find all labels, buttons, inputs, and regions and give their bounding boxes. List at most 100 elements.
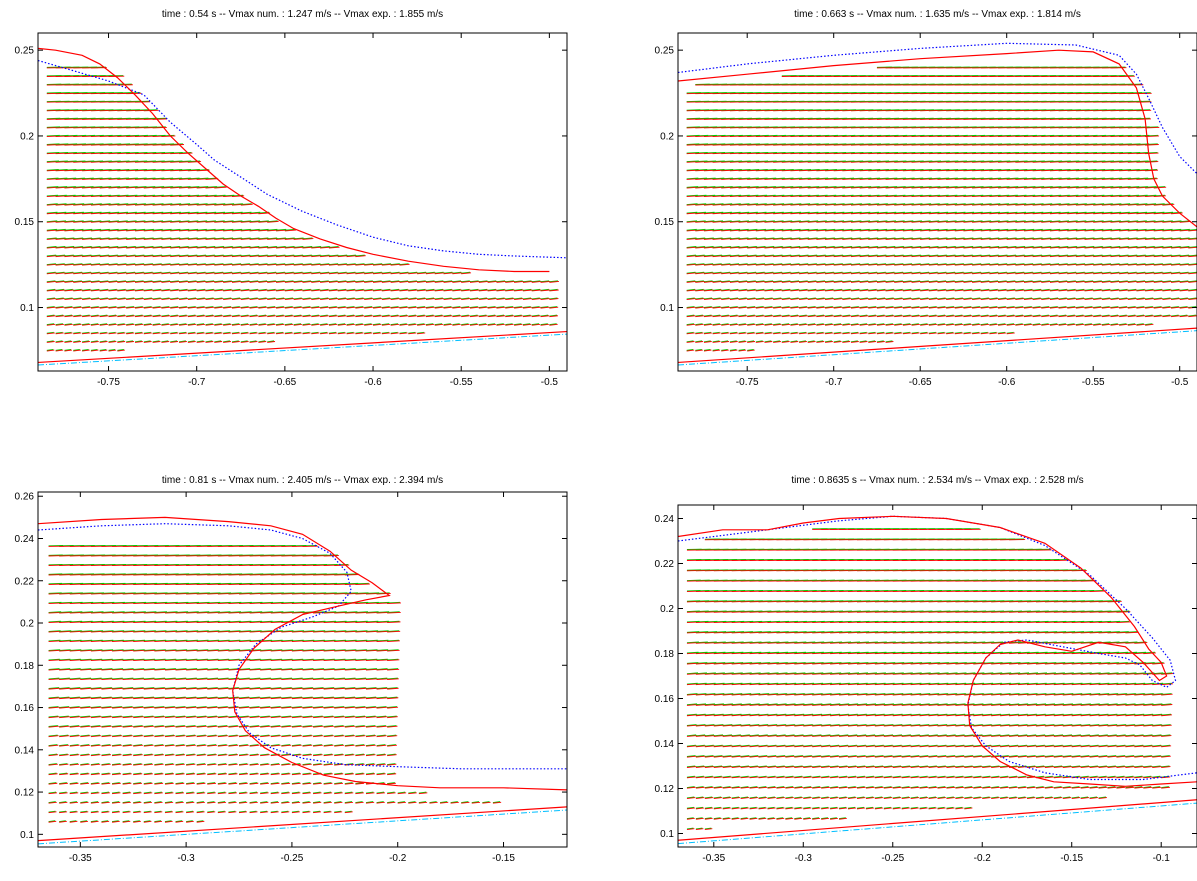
velocity-vector-exp xyxy=(799,211,810,214)
velocity-vector-num xyxy=(390,298,400,300)
velocity-vector-exp xyxy=(1006,331,1014,334)
velocity-vector-num xyxy=(434,298,444,300)
velocity-vector-num xyxy=(963,289,973,292)
velocity-vector-exp xyxy=(876,271,886,274)
velocity-vector-num xyxy=(337,323,347,326)
velocity-vector-exp xyxy=(816,237,827,240)
velocity-vector-exp xyxy=(781,186,794,188)
velocity-vector-num xyxy=(408,323,417,326)
velocity-vector-num xyxy=(267,306,277,309)
velocity-vector-num xyxy=(179,323,188,326)
velocity-vector-num xyxy=(364,298,374,300)
velocity-vector-exp xyxy=(214,280,223,283)
velocity-vector-num xyxy=(885,272,896,275)
velocity-vector-exp xyxy=(170,177,182,180)
velocity-vector-num xyxy=(90,315,100,318)
velocity-vector-exp xyxy=(1075,203,1087,206)
velocity-vector-exp xyxy=(249,237,260,240)
velocity-vector-num xyxy=(1075,289,1086,292)
velocity-vector-exp xyxy=(152,246,163,248)
velocity-vector-exp xyxy=(452,323,460,326)
velocity-vector-exp xyxy=(764,177,777,180)
y-tick-label: 0.1 xyxy=(20,303,34,314)
velocity-vector-num xyxy=(773,289,783,292)
velocity-vector-exp xyxy=(469,288,479,291)
velocity-vector-exp xyxy=(126,271,136,274)
velocity-vector-exp xyxy=(850,237,861,240)
velocity-vector-exp xyxy=(738,254,748,257)
velocity-vector-exp xyxy=(963,254,973,257)
velocity-vector-exp xyxy=(842,288,851,291)
velocity-vector-exp xyxy=(773,246,783,248)
velocity-vector-exp xyxy=(695,271,705,274)
velocity-vector-exp xyxy=(1101,263,1112,266)
velocity-vector-num xyxy=(276,263,287,266)
velocity-vector-exp xyxy=(799,331,807,334)
velocity-vector-exp xyxy=(1179,228,1190,231)
velocity-vector-exp xyxy=(807,211,819,214)
velocity-vector-num xyxy=(320,315,329,318)
velocity-vector-exp xyxy=(179,237,189,240)
velocity-vector-exp xyxy=(46,186,59,188)
velocity-vector-exp xyxy=(729,348,737,351)
velocity-vector-exp xyxy=(205,288,214,291)
velocity-vector-exp xyxy=(99,280,109,283)
velocity-vector-exp xyxy=(170,288,179,291)
velocity-vector-num xyxy=(738,272,749,275)
velocity-vector-exp xyxy=(755,169,768,171)
velocity-vector-num xyxy=(859,263,870,266)
velocity-vector-exp xyxy=(73,254,83,257)
velocity-vector-exp xyxy=(126,314,134,317)
velocity-vector-num xyxy=(240,298,250,300)
velocity-vector-num xyxy=(712,263,723,266)
velocity-vector-num xyxy=(799,263,810,266)
velocity-vector-num xyxy=(223,306,233,309)
velocity-vector-exp xyxy=(1110,177,1123,180)
velocity-vector-exp xyxy=(152,306,161,309)
velocity-vector-num xyxy=(738,341,747,343)
velocity-vector-exp xyxy=(876,306,885,309)
velocity-vector-num xyxy=(179,298,189,300)
velocity-vector-num xyxy=(1015,323,1024,326)
velocity-vector-num xyxy=(152,323,161,326)
velocity-vector-exp xyxy=(773,211,784,214)
velocity-vector-exp xyxy=(240,288,250,291)
velocity-vector-exp xyxy=(816,169,829,171)
velocity-vector-exp xyxy=(82,160,95,163)
velocity-vector-exp xyxy=(117,186,129,188)
velocity-vector-exp xyxy=(152,288,162,291)
velocity-vector-num xyxy=(807,306,817,309)
velocity-vector-exp xyxy=(46,297,55,300)
velocity-vector-num xyxy=(799,255,810,258)
velocity-vector-num xyxy=(134,255,146,258)
velocity-vector-exp xyxy=(729,331,738,334)
velocity-vector-num xyxy=(408,332,417,335)
velocity-vector-exp xyxy=(258,220,269,223)
velocity-vector-exp xyxy=(170,160,183,163)
velocity-vector-exp xyxy=(998,194,1010,197)
velocity-vector-exp xyxy=(214,271,224,274)
velocity-vector-exp xyxy=(963,194,975,197)
velocity-vector-exp xyxy=(1032,194,1044,197)
velocity-vector-exp xyxy=(179,323,187,326)
velocity-vector-exp xyxy=(196,331,204,334)
velocity-vector-exp xyxy=(82,340,89,343)
velocity-vector-num xyxy=(540,323,549,326)
velocity-vector-exp xyxy=(1075,228,1087,231)
velocity-vector-exp xyxy=(773,254,783,257)
velocity-vector-exp xyxy=(1145,186,1157,188)
velocity-vector-exp xyxy=(928,211,940,214)
velocity-vector-num xyxy=(161,323,170,326)
velocity-vector-exp xyxy=(738,246,749,248)
velocity-vector-exp xyxy=(73,306,82,309)
velocity-vector-num xyxy=(267,280,277,283)
velocity-vector-num xyxy=(1049,272,1060,275)
velocity-vector-num xyxy=(1162,306,1172,309)
velocity-vector-exp xyxy=(90,211,102,214)
velocity-vector-exp xyxy=(1006,237,1017,240)
velocity-vector-exp xyxy=(911,194,923,197)
velocity-vector-exp xyxy=(196,263,206,266)
velocity-vector-exp xyxy=(196,306,205,309)
velocity-vector-num xyxy=(381,298,391,300)
velocity-vector-num xyxy=(443,289,453,292)
